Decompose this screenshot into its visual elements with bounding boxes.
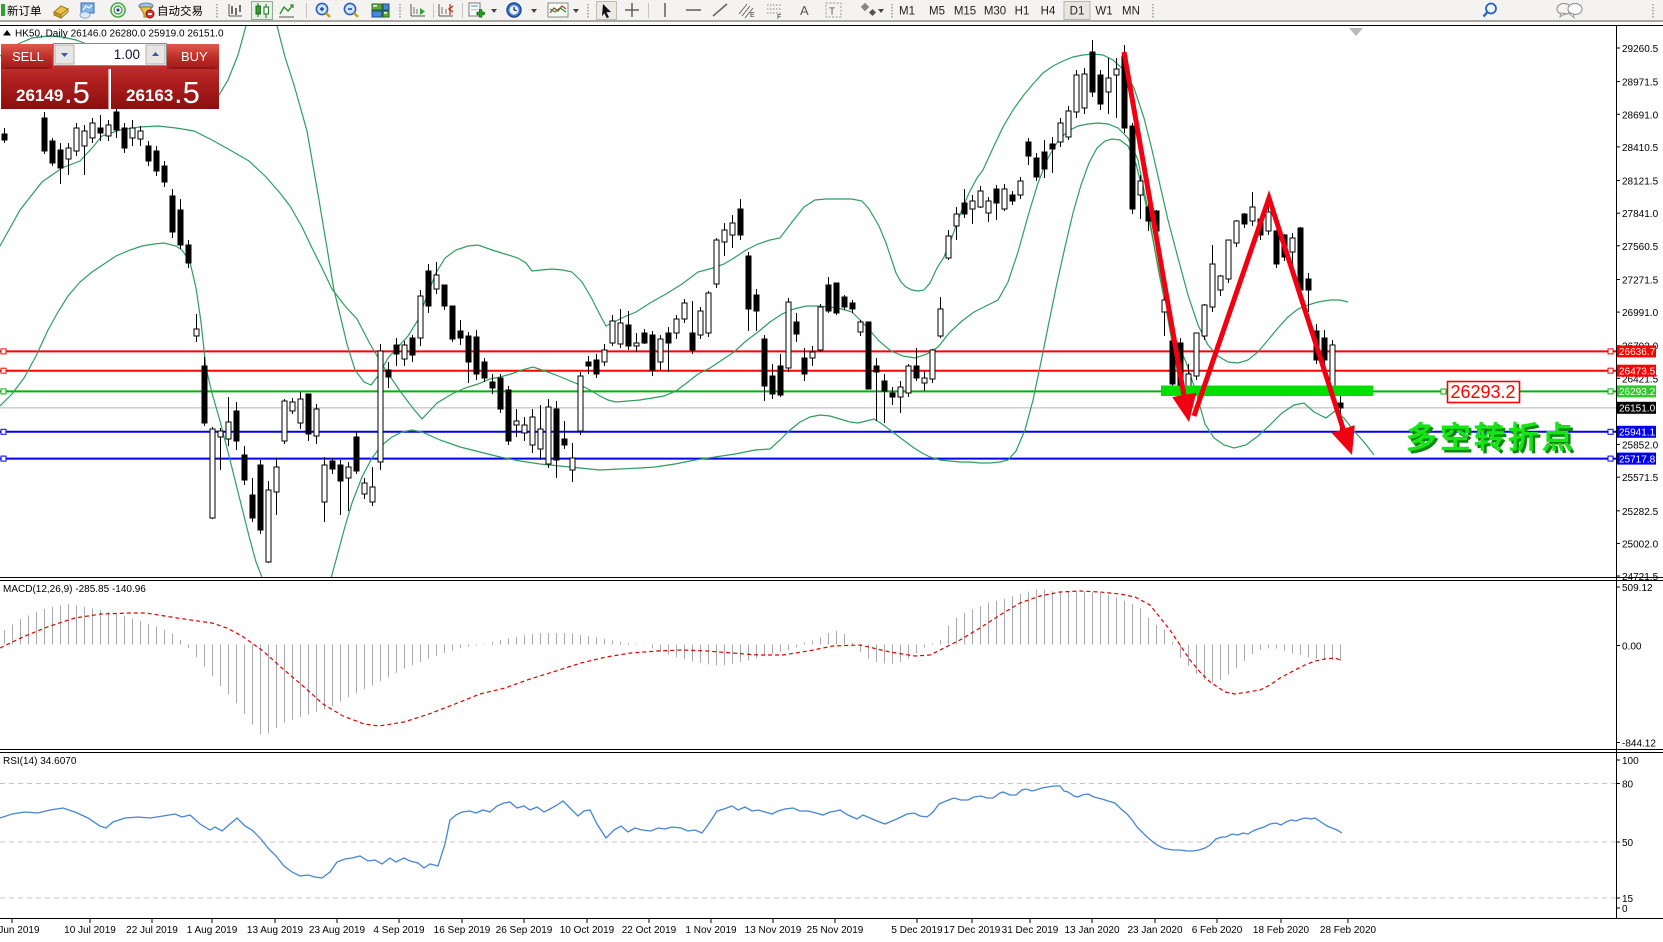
svg-text:26991.0: 26991.0 (1622, 308, 1659, 319)
svg-text:25002.0: 25002.0 (1622, 539, 1659, 550)
svg-text:F: F (777, 14, 781, 21)
svg-text:M15: M15 (954, 6, 976, 18)
svg-text:26636.7: 26636.7 (1619, 347, 1656, 358)
svg-text:26473.5: 26473.5 (1619, 367, 1656, 378)
svg-text:28691.0: 28691.0 (1622, 110, 1659, 121)
svg-text:23 Aug 2019: 23 Aug 2019 (309, 925, 366, 936)
svg-text:13 Jan 2020: 13 Jan 2020 (1064, 925, 1119, 936)
svg-text:M5: M5 (929, 6, 945, 18)
svg-text:50: 50 (1622, 838, 1634, 849)
svg-text:5 Dec 2019: 5 Dec 2019 (891, 925, 943, 936)
svg-text:80: 80 (1622, 780, 1634, 791)
svg-text:13 Nov 2019: 13 Nov 2019 (745, 925, 802, 936)
svg-text:1.00: 1.00 (114, 47, 140, 62)
svg-text:27 Jun 2019: 27 Jun 2019 (0, 925, 40, 936)
svg-text:27560.5: 27560.5 (1622, 242, 1659, 253)
svg-text:100: 100 (1622, 756, 1639, 767)
svg-text:0: 0 (1622, 904, 1628, 915)
svg-text:26 Sep 2019: 26 Sep 2019 (496, 925, 553, 936)
svg-text:M1: M1 (899, 6, 915, 18)
svg-text:28410.5: 28410.5 (1622, 143, 1659, 154)
svg-text:RSI(14) 34.6070: RSI(14) 34.6070 (3, 756, 77, 767)
svg-text:T: T (829, 7, 835, 18)
svg-text:16 Sep 2019: 16 Sep 2019 (434, 925, 491, 936)
svg-text:23 Jan 2020: 23 Jan 2020 (1127, 925, 1182, 936)
svg-text:10 Oct 2019: 10 Oct 2019 (560, 925, 615, 936)
svg-text:27841.0: 27841.0 (1622, 209, 1659, 220)
svg-text:HK50, Daily 26146.0 26280.0 2: HK50, Daily 26146.0 26280.0 25919.0 2615… (15, 29, 224, 40)
svg-text:0.00: 0.00 (1622, 642, 1642, 653)
svg-text:25717.8: 25717.8 (1619, 454, 1656, 465)
svg-text:E: E (750, 12, 755, 19)
svg-text:22 Oct 2019: 22 Oct 2019 (622, 925, 677, 936)
svg-text:17 Dec 2019: 17 Dec 2019 (944, 925, 1001, 936)
svg-text:.5: .5 (64, 75, 90, 110)
svg-text:26421.5: 26421.5 (1622, 374, 1659, 385)
svg-text:29260.5: 29260.5 (1622, 44, 1659, 55)
svg-text:SELL: SELL (12, 49, 44, 64)
svg-text:MN: MN (1122, 6, 1140, 18)
svg-text:28 Feb 2020: 28 Feb 2020 (1320, 925, 1377, 936)
svg-text:25571.5: 25571.5 (1622, 473, 1659, 484)
svg-text:MACD(12,26,9) -285.85 -140.96: MACD(12,26,9) -285.85 -140.96 (3, 584, 146, 595)
svg-text:26293.2: 26293.2 (1450, 382, 1515, 402)
svg-text:1 Nov 2019: 1 Nov 2019 (685, 925, 737, 936)
svg-text:509.12: 509.12 (1622, 583, 1653, 594)
svg-text:25 Nov 2019: 25 Nov 2019 (807, 925, 864, 936)
svg-text:15: 15 (1622, 894, 1634, 905)
svg-text:H1: H1 (1015, 6, 1030, 18)
svg-text:BUY: BUY (181, 49, 208, 64)
svg-text:4 Sep 2019: 4 Sep 2019 (373, 925, 425, 936)
svg-text:.5: .5 (174, 75, 200, 110)
svg-text:25852.0: 25852.0 (1622, 441, 1659, 452)
svg-text:26149: 26149 (16, 86, 63, 105)
svg-text:26293.2: 26293.2 (1619, 387, 1656, 398)
svg-text:28971.5: 28971.5 (1622, 78, 1659, 89)
svg-text:24721.5: 24721.5 (1622, 572, 1659, 583)
svg-text:18 Feb 2020: 18 Feb 2020 (1253, 925, 1310, 936)
svg-text:W1: W1 (1095, 6, 1112, 18)
svg-text:-844.12: -844.12 (1622, 739, 1656, 750)
svg-text:A: A (800, 3, 809, 18)
svg-text:22 Jul 2019: 22 Jul 2019 (126, 925, 178, 936)
svg-text:25282.5: 25282.5 (1622, 507, 1659, 518)
svg-text:13 Aug 2019: 13 Aug 2019 (247, 925, 304, 936)
svg-text:31 Dec 2019: 31 Dec 2019 (1002, 925, 1059, 936)
svg-text:27271.5: 27271.5 (1622, 276, 1659, 287)
svg-text:M30: M30 (984, 6, 1006, 18)
svg-text:6 Feb 2020: 6 Feb 2020 (1192, 925, 1243, 936)
svg-text:26163: 26163 (126, 86, 173, 105)
svg-text:10 Jul 2019: 10 Jul 2019 (64, 925, 116, 936)
svg-text:H4: H4 (1041, 6, 1056, 18)
svg-text:1 Aug 2019: 1 Aug 2019 (187, 925, 238, 936)
svg-text:D1: D1 (1070, 6, 1085, 18)
svg-text:26151.0: 26151.0 (1619, 404, 1656, 415)
svg-text:28121.5: 28121.5 (1622, 177, 1659, 188)
svg-text:25941.1: 25941.1 (1619, 428, 1656, 439)
